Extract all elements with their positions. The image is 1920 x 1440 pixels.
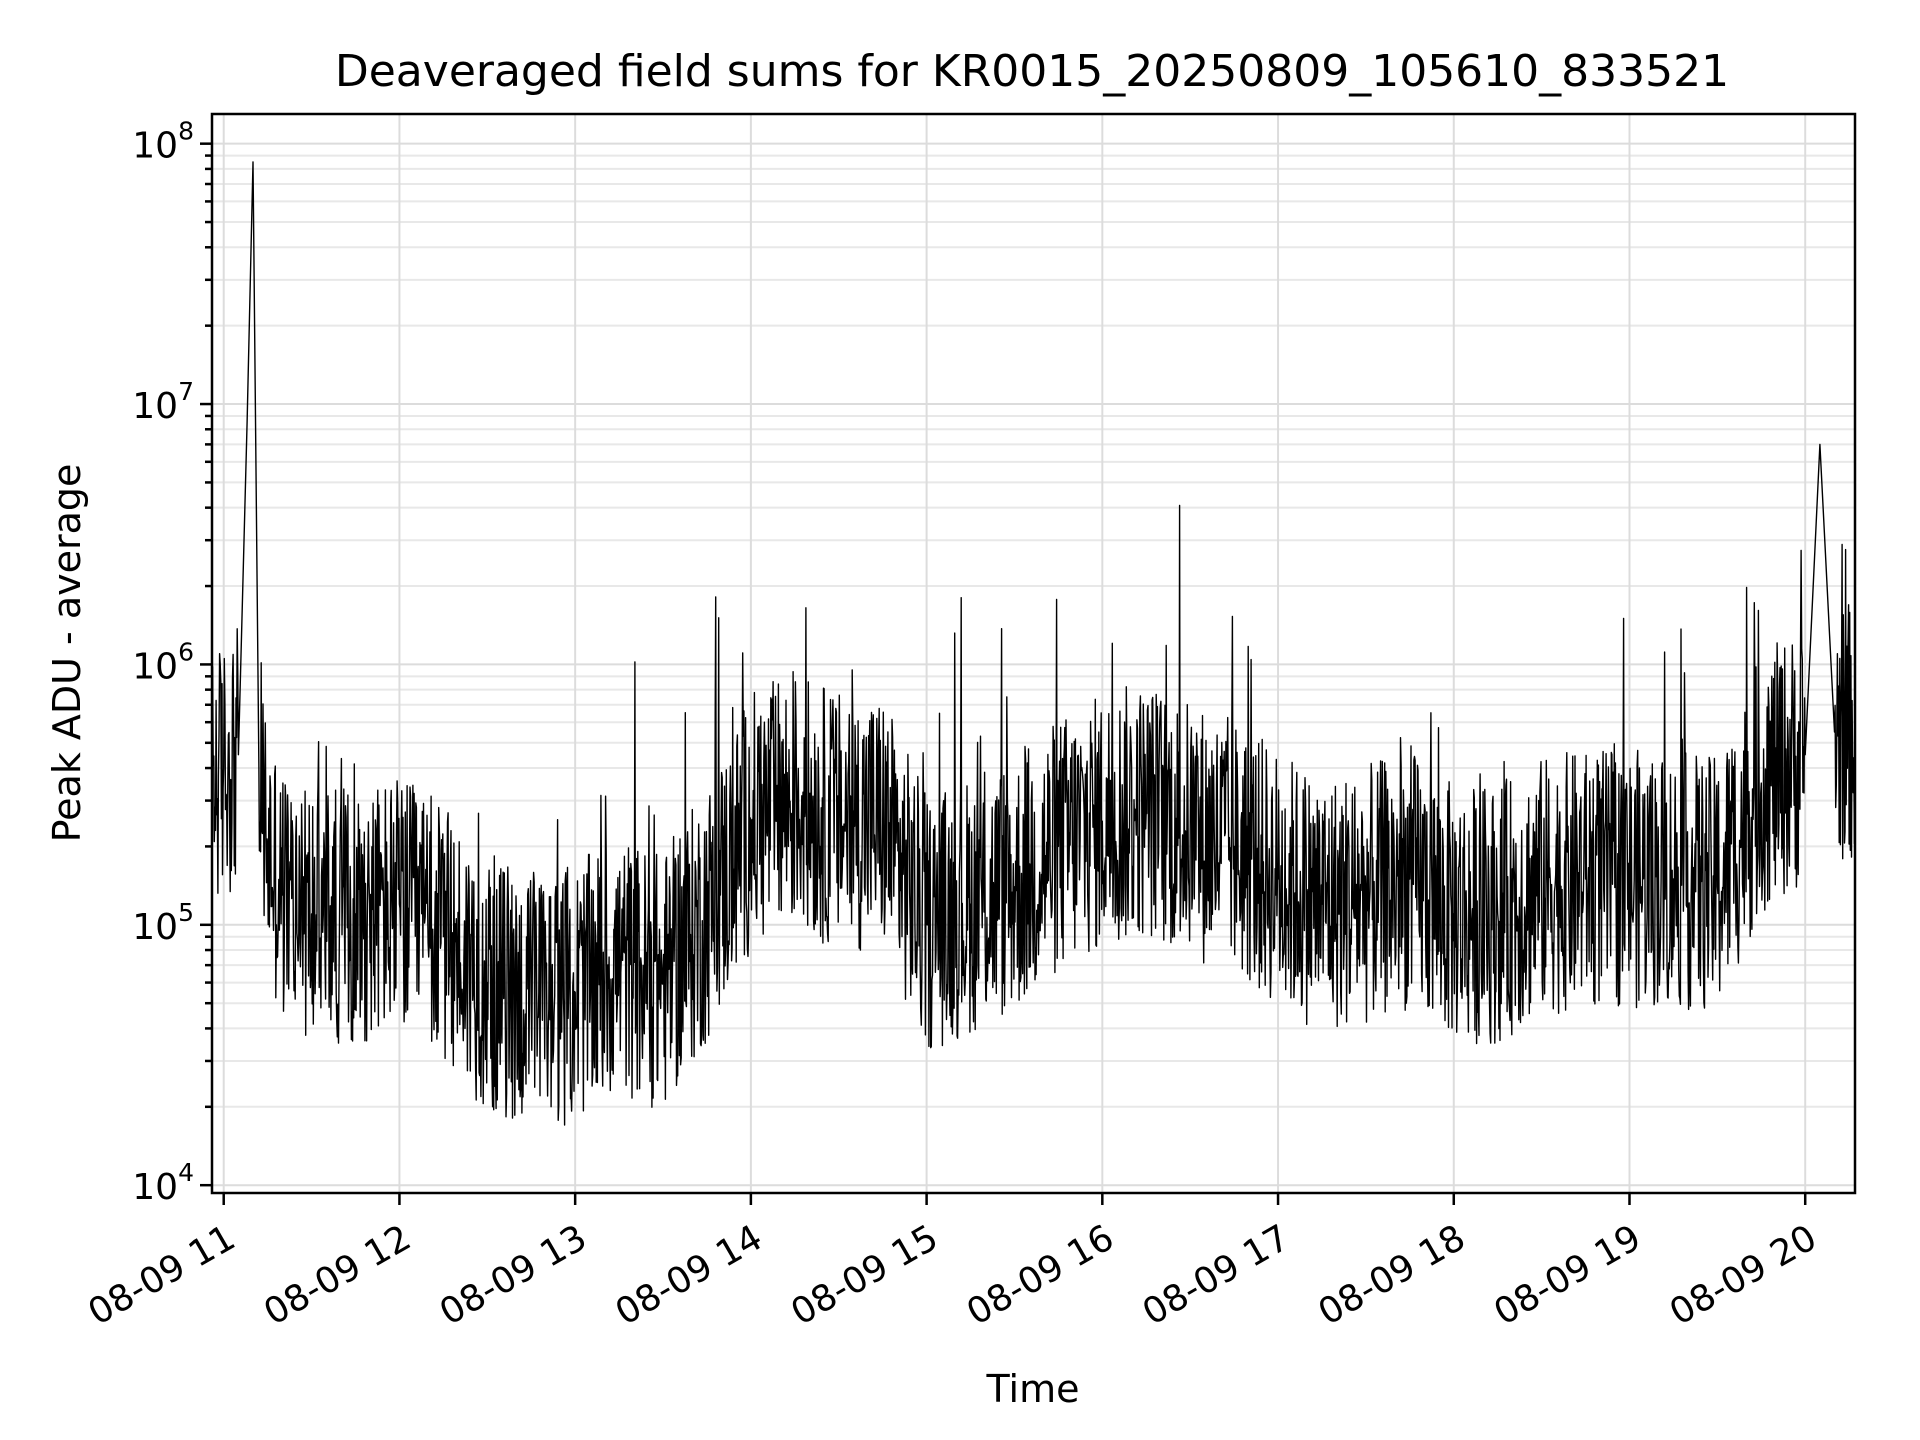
series-line xyxy=(211,161,1856,1126)
y-tick-label: 105 xyxy=(132,898,194,948)
y-tick-label-exponent: 4 xyxy=(178,1158,194,1187)
y-tick-label-base: 10 xyxy=(132,126,178,167)
y-tick-label-base: 10 xyxy=(132,646,178,687)
y-tick-label: 106 xyxy=(132,637,194,687)
plot-frame xyxy=(210,112,1857,1195)
y-axis-label: Peak ADU - average xyxy=(45,464,89,843)
chart-title: Deaveraged field sums for KR0015_2025080… xyxy=(335,46,1729,97)
y-tick-label-exponent: 8 xyxy=(178,117,194,146)
x-axis-label: Time xyxy=(986,1367,1080,1411)
plot-area xyxy=(210,112,1857,1195)
y-tick-label-base: 10 xyxy=(132,1167,178,1208)
y-tick-label-base: 10 xyxy=(132,386,178,427)
y-tick-label-exponent: 6 xyxy=(178,637,194,666)
y-tick-label: 107 xyxy=(132,377,194,427)
y-tick-label-exponent: 7 xyxy=(178,377,194,406)
y-tick-label: 104 xyxy=(132,1158,194,1208)
y-tick-label-exponent: 5 xyxy=(178,898,194,927)
y-tick-label-base: 10 xyxy=(132,907,178,948)
y-tick-label: 108 xyxy=(132,117,194,167)
